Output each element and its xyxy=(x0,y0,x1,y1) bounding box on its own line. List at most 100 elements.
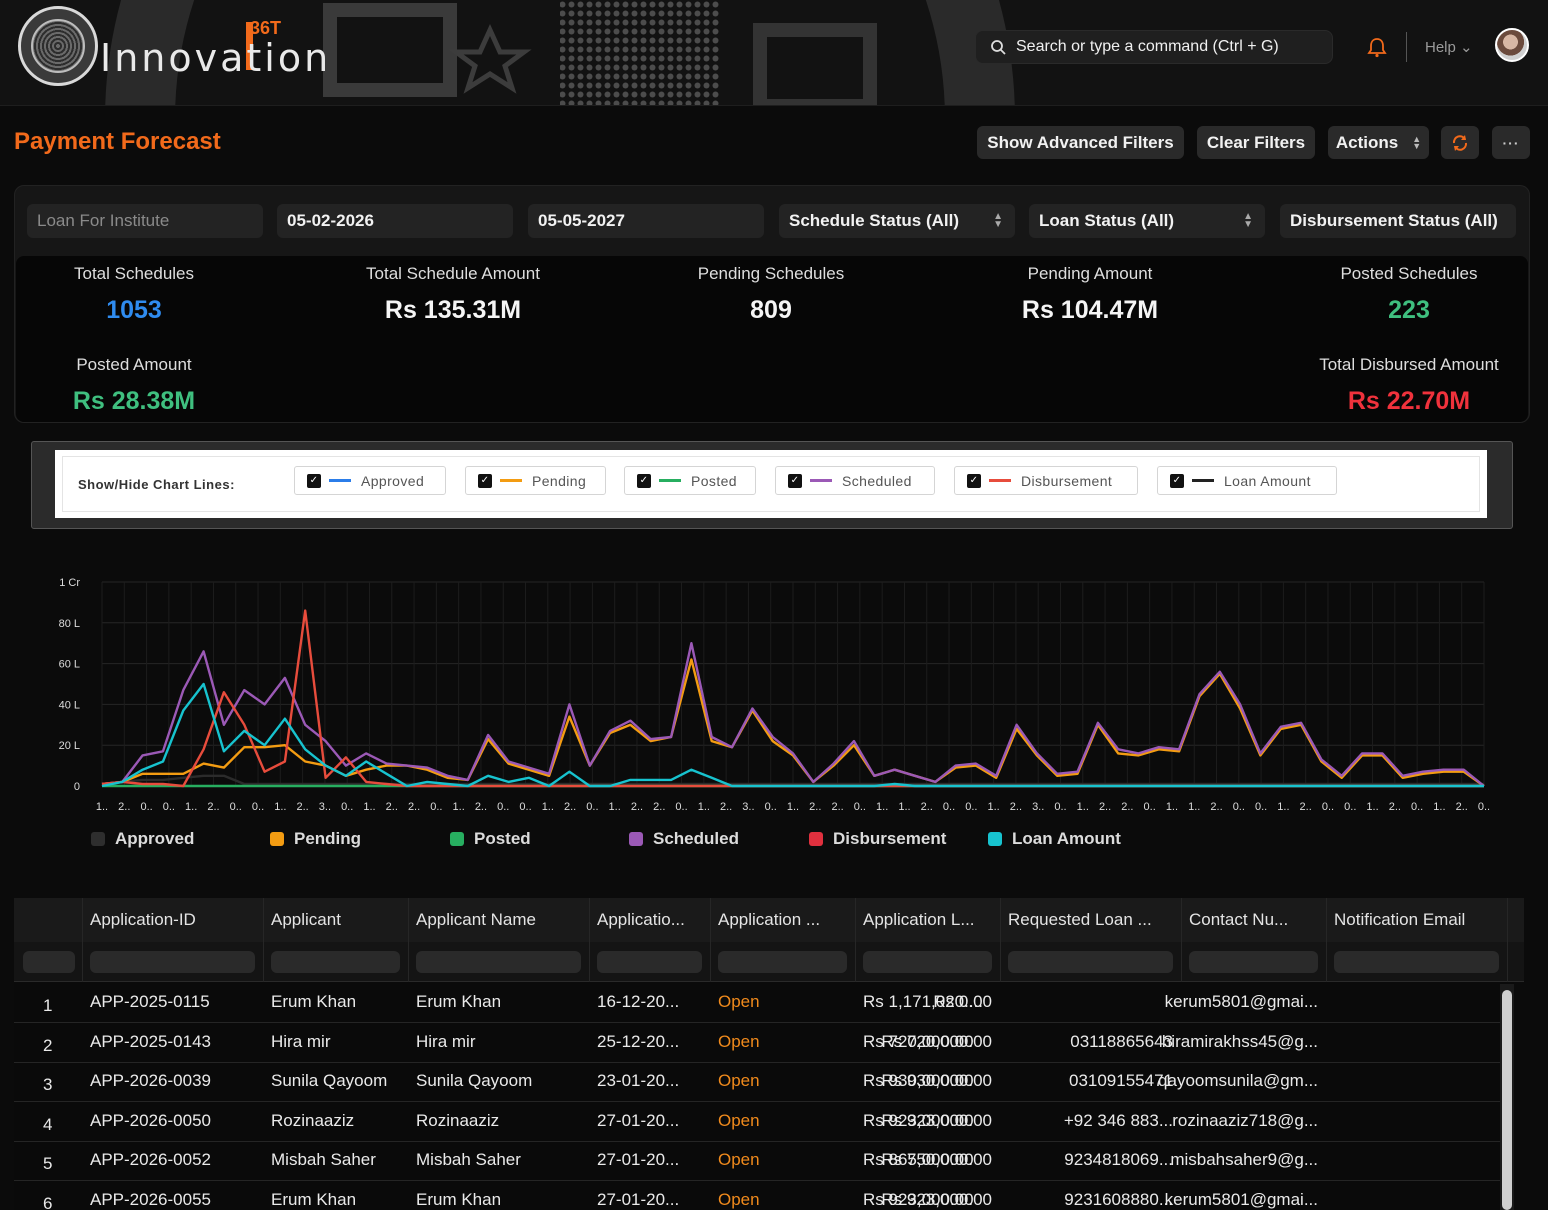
column-filter-input[interactable] xyxy=(1008,951,1173,973)
column-header[interactable]: Notification Email xyxy=(1334,910,1466,929)
x-tick-label: 0.. xyxy=(1322,801,1334,813)
posted-amount-label: Posted Amount xyxy=(76,355,192,374)
y-tick-label: 20 L xyxy=(59,740,80,752)
column-filter-input[interactable] xyxy=(597,951,702,973)
table-cell: 9231608880... xyxy=(1064,1190,1173,1209)
avatar[interactable] xyxy=(1495,28,1529,62)
column-header[interactable]: Application-ID xyxy=(90,910,196,929)
table-row[interactable] xyxy=(14,1142,1500,1182)
loan-status-select[interactable]: Loan Status (All) ▲ ▼ xyxy=(1029,204,1265,238)
help-menu[interactable]: Help ⌄ xyxy=(1425,39,1473,56)
column-filter-input[interactable] xyxy=(416,951,581,973)
column-header[interactable]: Applicatio... xyxy=(597,910,685,929)
checkbox-icon[interactable]: ✓ xyxy=(637,473,651,488)
x-tick-label: 2.. xyxy=(1210,801,1222,813)
legend-swatch xyxy=(91,832,105,846)
schedule-status-select[interactable]: Schedule Status (All) ▲ ▼ xyxy=(779,204,1015,238)
x-tick-label: 2.. xyxy=(386,801,398,813)
x-tick-label: 1.. xyxy=(898,801,910,813)
to-date-input[interactable]: 05-05-2027 xyxy=(528,204,764,238)
table-cell: qayoomsunila@gm... xyxy=(1158,1071,1318,1091)
table-cell: Open xyxy=(718,1190,760,1209)
checkbox-icon[interactable]: ✓ xyxy=(1170,473,1184,488)
checkbox-icon[interactable]: ✓ xyxy=(307,473,321,488)
column-separator xyxy=(82,898,83,982)
table-row[interactable] xyxy=(14,1024,1500,1063)
toggle-chip-pending[interactable]: ✓ Pending xyxy=(465,466,606,495)
legend-item-scheduled[interactable]: Scheduled xyxy=(629,829,739,849)
x-tick-label: 1.. xyxy=(609,801,621,813)
legend-item-posted[interactable]: Posted xyxy=(450,829,531,849)
column-filter-input[interactable] xyxy=(1334,951,1499,973)
checkbox-icon[interactable]: ✓ xyxy=(788,473,802,488)
app-header: Innovation 36T Search or type a command … xyxy=(0,0,1548,106)
loan-institute-input[interactable]: Loan For Institute xyxy=(27,204,263,238)
table-row[interactable] xyxy=(14,1063,1500,1103)
toggle-chip-loan-amount[interactable]: ✓ Loan Amount xyxy=(1157,466,1337,495)
x-tick-label: 0.. xyxy=(230,801,242,813)
x-tick-label: 3.. xyxy=(1032,801,1044,813)
clear-filters-button[interactable]: Clear Filters xyxy=(1197,126,1315,159)
search-placeholder: Search or type a command (Ctrl + G) xyxy=(1016,38,1279,55)
from-date-input[interactable]: 05-02-2026 xyxy=(277,204,513,238)
pending-schedules-label: Pending Schedules xyxy=(697,264,845,283)
show-advanced-filters-button[interactable]: Show Advanced Filters xyxy=(977,126,1184,159)
total-schedule-amount-label: Total Schedule Amount xyxy=(366,264,540,283)
x-tick-label: 1.. xyxy=(453,801,465,813)
table-scroll-thumb[interactable] xyxy=(1502,990,1512,1210)
table-cell: Rs 865,000.00 xyxy=(863,1150,974,1170)
toggle-chip-scheduled[interactable]: ✓ Scheduled xyxy=(775,466,935,495)
actions-button[interactable]: Actions ▲ ▼ xyxy=(1328,126,1429,159)
column-filter-input[interactable] xyxy=(271,951,400,973)
search-input[interactable]: Search or type a command (Ctrl + G) xyxy=(975,30,1333,64)
checkbox-icon[interactable]: ✓ xyxy=(478,473,492,488)
x-tick-label: 1.. xyxy=(185,801,197,813)
column-header[interactable]: Requested Loan ... xyxy=(1008,910,1152,929)
toggle-chip-posted[interactable]: ✓ Posted xyxy=(624,466,756,495)
refresh-button[interactable] xyxy=(1441,126,1479,159)
column-filter-input[interactable] xyxy=(863,951,992,973)
table-row[interactable] xyxy=(14,984,1500,1023)
disbursement-status-select[interactable]: Disbursement Status (All) xyxy=(1280,204,1516,238)
column-separator xyxy=(589,898,590,982)
legend-item-approved[interactable]: Approved xyxy=(91,829,194,849)
x-tick-label: 1.. xyxy=(274,801,286,813)
legend-item-loan-amount[interactable]: Loan Amount xyxy=(988,829,1121,849)
column-header[interactable]: Application L... xyxy=(863,910,975,929)
table-row[interactable] xyxy=(14,1103,1500,1142)
checkbox-icon[interactable]: ✓ xyxy=(967,473,981,488)
table-cell: Open xyxy=(718,1110,760,1130)
table-header xyxy=(14,898,1524,942)
more-options-button[interactable]: ··· xyxy=(1492,126,1530,159)
pending-amount-label: Pending Amount xyxy=(1027,264,1153,283)
column-header[interactable]: Applicant Name xyxy=(416,910,537,929)
x-tick-label: 2.. xyxy=(118,801,130,813)
x-tick-label: 2.. xyxy=(809,801,821,813)
legend-item-disbursement[interactable]: Disbursement xyxy=(809,829,946,849)
bell-icon[interactable] xyxy=(1366,36,1388,58)
column-filter-input[interactable] xyxy=(718,951,847,973)
table-cell: 27-01-20... xyxy=(597,1150,680,1170)
x-tick-label: 2.. xyxy=(1300,801,1312,813)
table-cell: APP-2025-0143 xyxy=(90,1031,211,1051)
line-swatch xyxy=(810,479,832,482)
logo-badge xyxy=(18,6,98,86)
y-tick-label: 80 L xyxy=(59,618,80,630)
x-tick-label: 0.. xyxy=(252,801,264,813)
pending-schedules-value: 809 xyxy=(750,296,792,324)
x-tick-label: 0.. xyxy=(1344,801,1356,813)
column-filter-input[interactable] xyxy=(90,951,255,973)
column-filter-input[interactable] xyxy=(1189,951,1318,973)
x-tick-label: 0.. xyxy=(586,801,598,813)
x-tick-label: 0.. xyxy=(341,801,353,813)
chart-toggle-title: Show/Hide Chart Lines: xyxy=(78,477,235,492)
column-header[interactable]: Application ... xyxy=(718,910,821,929)
table-cell: 25-12-20... xyxy=(597,1031,680,1051)
toggle-chip-disbursement[interactable]: ✓ Disbursement xyxy=(954,466,1138,495)
legend-item-pending[interactable]: Pending xyxy=(270,829,361,849)
toggle-chip-approved[interactable]: ✓ Approved xyxy=(294,466,446,495)
series-line-scheduled xyxy=(101,641,1485,787)
column-header[interactable]: Applicant xyxy=(271,910,341,929)
column-filter-input[interactable] xyxy=(23,951,75,973)
column-header[interactable]: Contact Nu... xyxy=(1189,910,1289,929)
